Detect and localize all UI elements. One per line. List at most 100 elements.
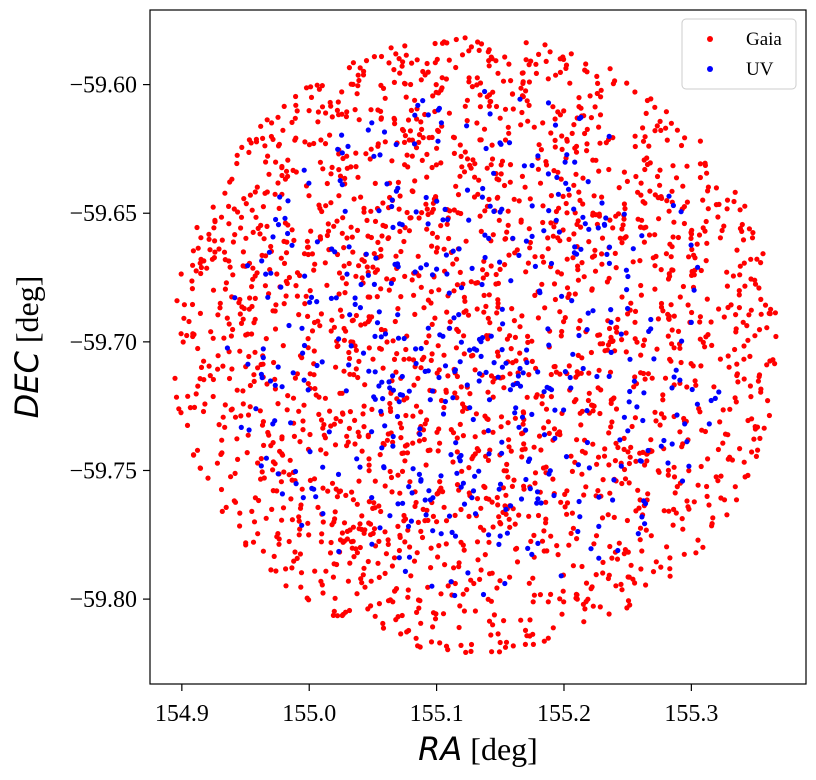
data-point-uv: [585, 179, 591, 185]
data-point-gaia: [663, 109, 670, 115]
data-point-uv: [508, 503, 514, 509]
data-point-uv: [253, 406, 259, 412]
data-point-gaia: [621, 216, 627, 222]
data-point-gaia: [632, 415, 639, 421]
data-point-gaia: [397, 70, 403, 76]
data-point-uv: [639, 233, 645, 239]
data-point-gaia: [576, 189, 582, 195]
data-point-uv: [451, 315, 457, 321]
data-point-uv: [380, 396, 386, 402]
data-point-gaia: [275, 401, 281, 407]
data-point-gaia: [205, 475, 211, 481]
data-point-gaia: [543, 499, 549, 505]
data-point-uv: [658, 443, 664, 449]
data-point-gaia: [272, 191, 278, 197]
data-point-gaia: [508, 448, 514, 454]
data-point-gaia: [393, 51, 399, 57]
data-point-uv: [552, 435, 558, 441]
data-point-gaia: [454, 449, 460, 455]
data-point-uv: [480, 185, 486, 192]
data-point-gaia: [325, 221, 331, 227]
data-point-gaia: [389, 489, 395, 495]
data-point-gaia: [253, 214, 259, 220]
data-point-gaia: [319, 83, 325, 89]
data-point-gaia: [597, 332, 603, 338]
data-point-gaia: [421, 436, 427, 443]
data-point-gaia: [506, 444, 512, 450]
data-point-gaia: [527, 617, 533, 623]
data-point-gaia: [336, 167, 342, 173]
data-point-uv: [576, 332, 582, 339]
data-point-gaia: [614, 329, 620, 335]
data-point-gaia: [173, 394, 180, 400]
data-point-gaia: [485, 49, 491, 55]
data-point-gaia: [212, 219, 218, 225]
data-point-gaia: [454, 482, 461, 488]
data-point-gaia: [280, 343, 286, 349]
data-point-gaia: [577, 318, 583, 324]
data-point-gaia: [589, 254, 596, 260]
data-point-gaia: [497, 266, 503, 272]
data-point-gaia: [715, 446, 722, 453]
data-point-gaia: [511, 196, 517, 202]
data-point-gaia: [311, 348, 317, 354]
data-point-gaia: [564, 285, 571, 291]
data-point-gaia: [438, 87, 444, 93]
data-point-gaia: [737, 207, 743, 213]
data-point-gaia: [564, 210, 570, 216]
data-point-gaia: [628, 562, 634, 568]
data-point-gaia: [389, 158, 395, 164]
data-point-gaia: [486, 63, 492, 69]
data-point-gaia: [339, 89, 345, 95]
data-point-gaia: [511, 477, 517, 483]
data-point-gaia: [756, 285, 762, 291]
x-tick-label: 155.1: [410, 701, 464, 727]
data-point-gaia: [599, 251, 605, 257]
data-point-gaia: [737, 263, 743, 269]
data-point-gaia: [336, 291, 342, 297]
data-point-uv: [260, 355, 266, 361]
data-point-gaia: [597, 410, 603, 417]
data-point-gaia: [355, 72, 361, 78]
y-tick-label: −59.60: [69, 73, 137, 99]
data-point-gaia: [390, 439, 396, 445]
data-point-gaia: [418, 528, 424, 535]
data-point-uv: [615, 547, 621, 554]
data-point-gaia: [583, 61, 589, 67]
data-point-uv: [275, 471, 281, 477]
data-point-gaia: [198, 364, 205, 370]
data-point-gaia: [564, 488, 570, 494]
data-point-gaia: [522, 446, 528, 452]
data-point-gaia: [593, 157, 599, 163]
data-point-uv: [510, 235, 516, 241]
data-point-gaia: [359, 257, 365, 263]
data-point-gaia: [572, 291, 578, 297]
data-point-uv: [586, 226, 592, 232]
data-point-gaia: [397, 193, 403, 199]
data-point-gaia: [494, 349, 501, 355]
data-point-gaia: [354, 227, 361, 233]
data-point-gaia: [347, 409, 353, 415]
data-point-gaia: [639, 548, 645, 554]
data-point-uv: [516, 252, 522, 258]
data-point-uv: [345, 143, 351, 149]
data-point-gaia: [336, 270, 343, 276]
data-point-uv: [558, 573, 564, 579]
data-point-gaia: [423, 201, 429, 207]
data-point-uv: [372, 396, 378, 402]
data-point-gaia: [559, 611, 565, 617]
data-point-gaia: [402, 43, 408, 49]
data-point-uv: [546, 342, 552, 348]
data-point-uv: [333, 295, 339, 301]
data-point-gaia: [490, 232, 496, 238]
data-point-gaia: [536, 142, 542, 148]
data-point-gaia: [243, 235, 249, 241]
data-point-uv: [478, 339, 484, 345]
data-point-gaia: [266, 432, 272, 438]
data-point-gaia: [461, 608, 467, 614]
data-point-gaia: [269, 120, 275, 126]
data-point-gaia: [385, 541, 391, 548]
data-point-gaia: [419, 210, 425, 216]
data-point-gaia: [197, 310, 203, 316]
data-point-gaia: [695, 537, 701, 543]
